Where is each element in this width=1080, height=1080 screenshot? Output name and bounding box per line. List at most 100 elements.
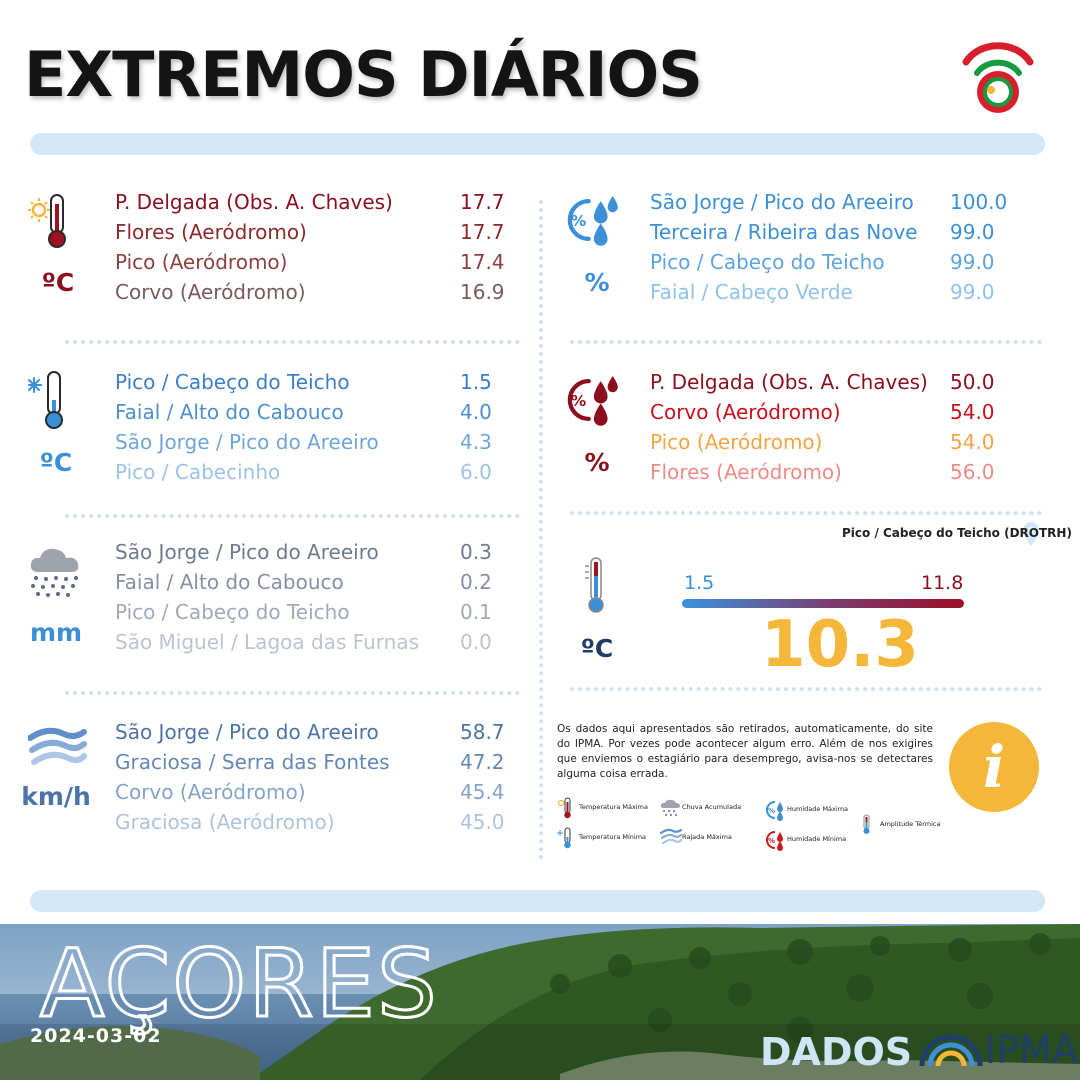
divider [65,340,520,344]
vertical-divider [539,200,543,860]
station-name: Flores (Aeródromo) [115,220,307,244]
humidity-max-icon: % [766,801,783,821]
station-name: P. Delgada (Obs. A. Chaves) [650,370,928,394]
station-name: Flores (Aeródromo) [650,460,842,484]
wind-gust-icon [28,727,87,765]
wind-gust-icon [660,828,682,845]
thermometer-snow-icon [557,827,571,849]
divider [570,687,1042,691]
rain-cloud-icon [30,548,79,597]
station-value: 0.1 [460,600,492,624]
legend-label: Amplitude Térmica [880,820,941,828]
station-name: São Jorge / Pico do Areeiro [115,430,379,454]
divider [65,514,520,518]
station-value: 17.4 [460,250,505,274]
station-value: 0.2 [460,570,492,594]
footer-dados-label: DADOS [760,1030,913,1074]
humidity-max-icon: % [567,196,618,246]
thermometer-amplitude-icon [863,814,870,834]
info-text: Os dados aqui apresentados são retirados… [557,723,933,780]
station-value: 47.2 [460,750,505,774]
top-divider-band [30,133,1045,155]
station-value: 0.3 [460,540,492,564]
station-name: Corvo (Aeródromo) [115,280,306,304]
station-name: Faial / Alto do Cabouco [115,570,344,594]
unit-label: ºC [580,634,614,663]
footer-region-title: AÇORES [39,929,439,1041]
station-name: São Jorge / Pico do Areeiro [115,720,379,744]
station-name: São Jorge / Pico do Areeiro [650,190,914,214]
station-name: Pico / Cabecinho [115,460,281,484]
unit-label: km/h [21,782,91,811]
logo-icon [962,42,1034,113]
station-name: São Miguel / Lagoa das Furnas [115,630,420,654]
station-value: 99.0 [950,220,995,244]
station-value: 56.0 [950,460,995,484]
station-value: 54.0 [950,430,995,454]
station-name: Graciosa / Serra das Fontes [115,750,390,774]
unit-label: ºC [39,448,73,477]
divider [570,511,1042,515]
station-value: 17.7 [460,190,505,214]
station-value: 1.5 [460,370,492,394]
unit-label: % [584,448,610,477]
legend-label: Chuva Acumulada [682,803,742,811]
legend-label: Rajada Máxima [682,833,732,841]
station-value: 45.0 [460,810,505,834]
station-value: 100.0 [950,190,1008,214]
station-value: 50.0 [950,370,995,394]
bottom-divider-band [30,890,1045,912]
info-icon: i [949,722,1039,812]
station-name: Corvo (Aeródromo) [115,780,306,804]
station-name: Corvo (Aeródromo) [650,400,841,424]
station-name: Graciosa (Aeródromo) [115,810,335,834]
footer-landscape-image [0,924,1080,1080]
station-name: Pico (Aeródromo) [650,430,823,454]
amplitude-location: Pico / Cabeço do Teicho (DROTRH) [842,526,1072,540]
station-value: 99.0 [950,280,995,304]
station-value: 99.0 [950,250,995,274]
station-name: Pico (Aeródromo) [115,250,288,274]
location-pin-icon [1023,522,1039,546]
station-value: 16.9 [460,280,505,304]
legend-label: Temperatura Mínima [579,833,647,841]
station-value: 6.0 [460,460,492,484]
unit-label: % [584,268,610,297]
humidity-min-icon: % [766,831,783,851]
divider [570,340,1042,344]
thermometer-sun-icon [28,194,66,248]
station-value: 0.0 [460,630,492,654]
amplitude-max: 11.8 [921,572,964,594]
unit-label: mm [29,618,83,647]
amplitude-gradient-bar [682,599,964,608]
station-name: Pico / Cabeço do Teicho [115,600,350,624]
thermometer-amplitude-icon [585,557,604,613]
legend-label: Humidade Máxima [787,805,849,813]
thermometer-sun-icon [557,797,571,819]
svg-text:%: % [768,807,775,815]
station-name: São Jorge / Pico do Areeiro [115,540,379,564]
station-name: Pico / Cabeço do Teicho [115,370,350,394]
page-title: EXTREMOS DIÁRIOS [24,38,703,111]
humidity-min-icon: % [567,376,618,426]
legend-label: Temperatura Máxima [579,803,648,811]
station-value: 4.3 [460,430,492,454]
svg-text:%: % [571,212,586,230]
station-value: 17.7 [460,220,505,244]
thermometer-snow-icon [28,371,63,429]
footer-ipma-label: IPMA [985,1028,1078,1072]
amplitude-value: 10.3 [761,608,919,682]
station-name: Faial / Alto do Cabouco [115,400,344,424]
station-value: 58.7 [460,720,505,744]
ipma-logo-icon [919,1034,983,1067]
svg-text:%: % [571,392,586,410]
rain-cloud-icon [660,799,680,816]
station-name: Terceira / Ribeira das Nove [650,220,918,244]
unit-label: ºC [41,268,75,297]
station-name: Pico / Cabeço do Teicho [650,250,885,274]
divider [65,691,520,695]
svg-text:%: % [768,837,775,845]
station-value: 54.0 [950,400,995,424]
station-name: P. Delgada (Obs. A. Chaves) [115,190,393,214]
station-value: 45.4 [460,780,505,804]
